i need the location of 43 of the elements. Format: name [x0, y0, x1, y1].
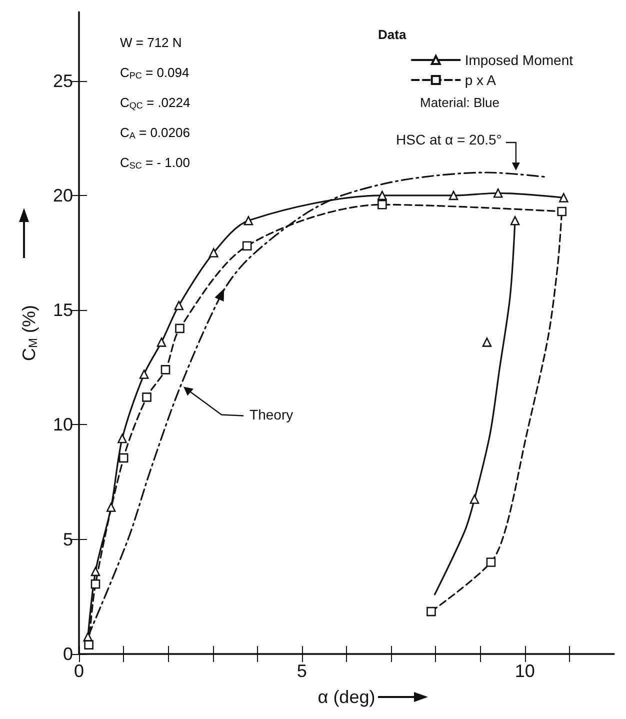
point [242, 241, 252, 251]
point [106, 502, 116, 512]
point [486, 558, 496, 567]
x-axis-title: α (deg) [318, 687, 376, 707]
x-tick-label: 5 [296, 661, 307, 681]
y-tick-label: 0 [62, 644, 73, 664]
point [482, 338, 492, 347]
point [510, 216, 520, 226]
point [448, 190, 458, 200]
point [493, 188, 503, 198]
point [175, 324, 184, 334]
point [84, 640, 94, 650]
y-tick-label: 15 [52, 300, 73, 320]
y-tick-label: 10 [52, 414, 73, 435]
point [160, 365, 170, 374]
y-tick-label: 20 [52, 185, 73, 206]
point [139, 370, 149, 379]
point [378, 200, 387, 210]
point [118, 434, 127, 444]
legend-label: p x A [464, 72, 497, 88]
point [244, 216, 254, 226]
point [557, 206, 566, 216]
point [426, 606, 436, 616]
point [174, 300, 184, 310]
point [90, 579, 100, 589]
point [156, 338, 166, 347]
y-tick-label: 5 [62, 529, 73, 550]
point [208, 248, 218, 258]
point [118, 453, 128, 463]
point [378, 190, 387, 200]
y-axis-title: CM (%) [19, 305, 40, 361]
point [90, 566, 100, 576]
point [142, 392, 152, 402]
point [470, 494, 480, 504]
legend-label: Imposed Moment [464, 52, 574, 68]
annotation: Theory [250, 406, 294, 423]
annotation: Material: Blue [420, 95, 500, 110]
annotation: HSC at α = 20.5° [396, 132, 502, 148]
annotation: W = 712 N [120, 35, 182, 50]
x-tick-label: 10 [514, 661, 535, 681]
y-tick-label: 25 [52, 70, 73, 91]
legend-title: Data [378, 27, 407, 42]
point [558, 193, 568, 202]
